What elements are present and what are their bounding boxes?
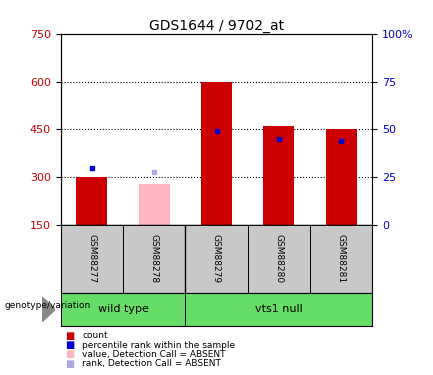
Bar <box>201 82 232 225</box>
Text: ■: ■ <box>65 340 74 350</box>
Text: GSM88281: GSM88281 <box>337 234 346 284</box>
Text: GSM88277: GSM88277 <box>87 234 96 284</box>
Text: genotype/variation: genotype/variation <box>4 301 90 310</box>
Bar <box>61 225 123 292</box>
Polygon shape <box>42 297 55 321</box>
Text: percentile rank within the sample: percentile rank within the sample <box>82 340 236 350</box>
Text: GSM88279: GSM88279 <box>212 234 221 284</box>
Text: ■: ■ <box>65 350 74 359</box>
Text: count: count <box>82 331 108 340</box>
Bar <box>326 129 357 225</box>
Bar <box>123 225 185 292</box>
Bar <box>248 225 310 292</box>
Bar <box>185 225 248 292</box>
Bar <box>76 177 107 225</box>
Title: GDS1644 / 9702_at: GDS1644 / 9702_at <box>149 19 284 33</box>
Text: wild type: wild type <box>97 304 149 314</box>
Text: ■: ■ <box>65 331 74 340</box>
Bar <box>263 126 294 225</box>
Text: GSM88280: GSM88280 <box>275 234 283 284</box>
Bar <box>61 292 185 326</box>
Text: ■: ■ <box>65 359 74 369</box>
Text: rank, Detection Call = ABSENT: rank, Detection Call = ABSENT <box>82 359 221 368</box>
Text: GSM88278: GSM88278 <box>150 234 158 284</box>
Bar <box>139 184 170 225</box>
Text: vts1 null: vts1 null <box>255 304 303 314</box>
Bar <box>185 292 372 326</box>
Text: value, Detection Call = ABSENT: value, Detection Call = ABSENT <box>82 350 226 359</box>
Bar <box>310 225 372 292</box>
